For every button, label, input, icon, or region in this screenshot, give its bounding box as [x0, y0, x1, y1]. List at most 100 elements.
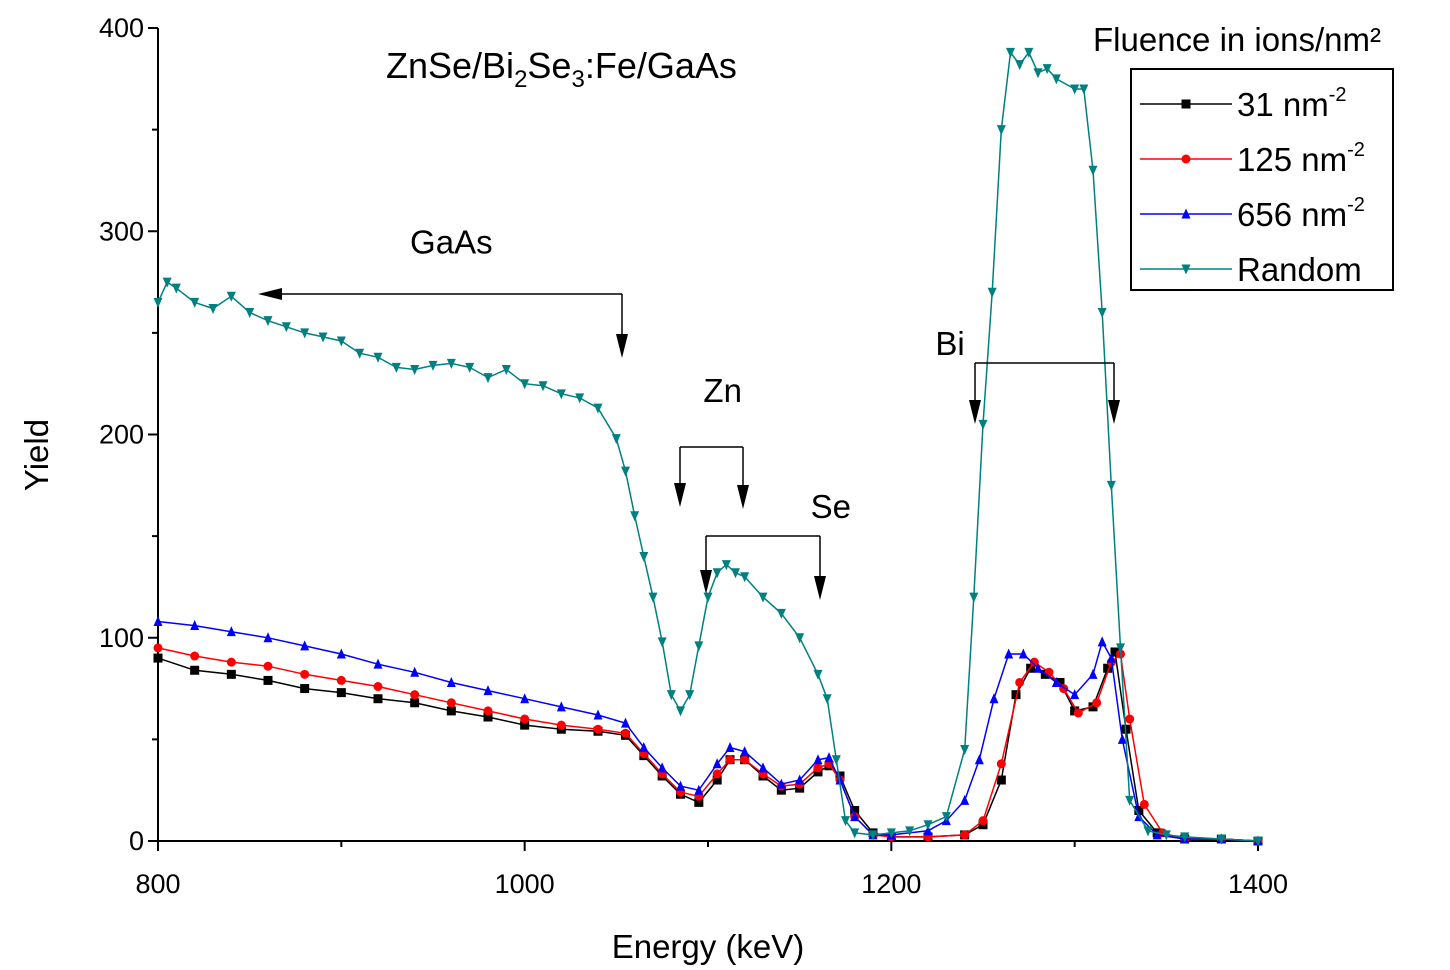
data-point-656-nm — [694, 784, 704, 795]
data-point-random — [465, 362, 475, 373]
data-point-656-nm — [776, 778, 786, 789]
data-point-random — [795, 633, 805, 644]
data-point-656-nm — [190, 620, 200, 631]
data-point-random — [1216, 834, 1226, 845]
data-point-31-nm — [712, 775, 722, 785]
data-point-random — [1161, 830, 1171, 841]
data-point-random — [721, 560, 731, 571]
legend-label: 125 nm-2 — [1237, 139, 1365, 178]
data-point-random — [520, 379, 530, 390]
data-point-random — [355, 348, 365, 359]
data-point-random — [1015, 60, 1025, 71]
data-point-656-nm — [520, 693, 530, 704]
data-point-31-nm — [850, 806, 860, 816]
data-point-random — [318, 332, 328, 343]
data-point-125-nm — [978, 816, 988, 826]
data-point-656-nm — [1097, 636, 1107, 647]
data-point-random — [1116, 643, 1125, 654]
data-point-656-nm — [593, 709, 603, 720]
data-point-656-nm — [1018, 648, 1028, 659]
data-point-random — [868, 830, 878, 841]
data-point-656-nm — [725, 742, 735, 753]
data-point-656-nm — [676, 780, 685, 791]
data-point-random — [996, 125, 1006, 136]
data-point-125-nm — [336, 675, 346, 685]
data-point-random — [703, 592, 713, 603]
legend-marker — [1181, 208, 1191, 219]
data-point-656-nm — [813, 754, 823, 765]
data-point-31-nm — [694, 797, 704, 807]
data-point-656-nm — [960, 794, 970, 805]
se-left-head — [700, 570, 712, 594]
data-point-random — [813, 669, 823, 680]
data-point-125-nm — [263, 661, 273, 671]
data-point-656-nm — [989, 693, 999, 704]
data-point-random — [538, 381, 548, 392]
data-point-random — [685, 690, 695, 701]
data-point-125-nm — [483, 706, 493, 716]
x-tick-label: 1400 — [1228, 869, 1288, 899]
data-point-656-nm — [621, 717, 630, 728]
data-point-random — [630, 511, 640, 522]
data-point-31-nm — [520, 720, 530, 730]
data-point-656-nm — [795, 774, 805, 785]
data-point-125-nm — [1092, 698, 1102, 708]
data-point-125-nm — [725, 755, 735, 765]
legend-title: Fluence in ions/nm² — [1093, 21, 1381, 58]
data-point-random — [373, 352, 383, 363]
data-point-random — [740, 572, 750, 583]
data-point-random — [1051, 74, 1061, 85]
data-point-random — [190, 297, 200, 308]
data-point-random — [841, 816, 850, 827]
data-point-random — [1106, 480, 1116, 491]
data-point-31-nm — [263, 675, 273, 685]
data-point-656-nm — [153, 615, 163, 626]
data-point-125-nm — [226, 657, 236, 667]
data-point-125-nm — [153, 643, 163, 653]
data-point-random — [208, 303, 218, 314]
data-point-random — [501, 364, 511, 375]
data-point-125-nm — [520, 714, 530, 724]
data-point-random — [1042, 64, 1052, 75]
x-tick-label: 1000 — [495, 869, 555, 899]
data-point-125-nm — [190, 651, 200, 661]
data-point-656-nm — [373, 658, 383, 669]
data-point-random — [831, 755, 841, 766]
y-tick-label: 300 — [99, 216, 144, 246]
data-point-125-nm — [446, 698, 456, 708]
data-point-random — [969, 592, 979, 603]
legend-box — [1130, 68, 1394, 291]
data-point-random — [1180, 832, 1190, 843]
data-point-125-nm — [712, 769, 722, 779]
data-point-random — [987, 287, 997, 298]
annotation-lines — [258, 288, 1120, 600]
data-point-31-nm — [1055, 677, 1065, 687]
data-point-31-nm — [410, 698, 420, 708]
data-point-656-nm — [446, 676, 456, 687]
data-point-random — [648, 592, 658, 603]
data-point-31-nm — [483, 712, 493, 722]
annotation-labels: GaAs Zn Se Bi — [410, 224, 965, 525]
data-point-random — [446, 358, 456, 369]
data-point-125-nm — [300, 669, 310, 679]
x-tick-label: 800 — [135, 869, 180, 899]
data-point-random — [776, 608, 786, 619]
y-tick-label: 400 — [99, 13, 144, 43]
data-point-656-nm — [556, 701, 566, 712]
data-point-656-nm — [1004, 648, 1014, 659]
data-point-656-nm — [263, 632, 273, 643]
data-point-random — [1143, 826, 1153, 837]
legend-label: 656 nm-2 — [1237, 194, 1365, 233]
data-point-random — [1070, 84, 1080, 95]
series-group — [153, 47, 1263, 847]
data-point-random — [336, 336, 346, 347]
axes — [157, 28, 1258, 842]
data-point-31-nm — [226, 669, 236, 679]
data-point-random — [391, 362, 401, 373]
data-point-125-nm — [556, 720, 566, 730]
data-point-random — [657, 637, 667, 648]
data-point-random — [1253, 836, 1263, 847]
data-point-random — [676, 706, 685, 717]
data-point-random — [300, 328, 310, 339]
data-point-31-nm — [190, 665, 200, 675]
